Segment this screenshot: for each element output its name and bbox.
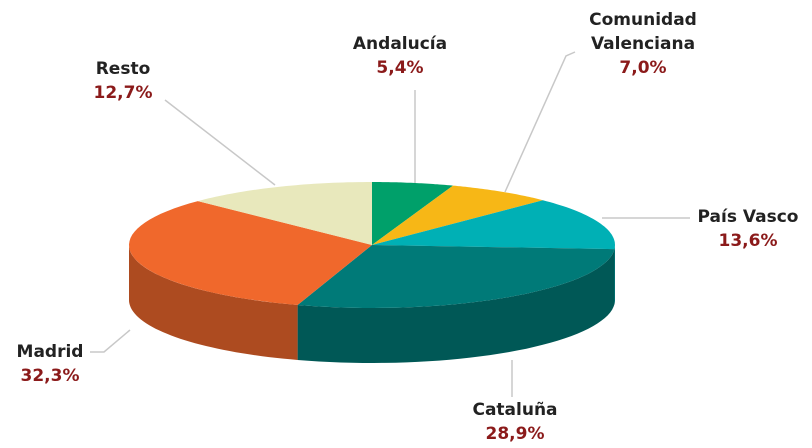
slice-label: Andalucía 5,4% <box>320 32 480 80</box>
category-name: Cataluña <box>472 400 558 420</box>
pie-sides <box>129 245 615 363</box>
slice-label: Resto 12,7% <box>63 57 183 105</box>
slice-label: Comunidad Valenciana 7,0% <box>573 8 713 80</box>
category-name: Madrid <box>16 342 84 362</box>
value-label: 7,0% <box>619 58 667 78</box>
pie-slice <box>372 200 615 250</box>
pie-slice-side <box>129 245 298 360</box>
leader-line <box>164 99 276 186</box>
category-name: Comunidad Valenciana <box>589 10 697 54</box>
leader-line <box>90 329 131 353</box>
slice-label: Madrid 32,3% <box>0 340 110 388</box>
leader-line <box>504 51 576 193</box>
pie-slice-side <box>614 245 615 305</box>
pie-slice-side <box>297 249 615 363</box>
value-label: 5,4% <box>376 58 424 78</box>
category-name: Resto <box>95 59 151 79</box>
pie-tops <box>129 182 615 308</box>
category-name: País Vasco <box>697 207 799 227</box>
value-label: 28,9% <box>485 424 545 444</box>
leader-lines <box>90 51 690 397</box>
category-name: Andalucía <box>352 34 448 54</box>
slice-label: Cataluña 28,9% <box>435 398 595 446</box>
pie-slice <box>297 245 615 308</box>
value-label: 12,7% <box>93 83 153 103</box>
value-label: 13,6% <box>718 231 778 251</box>
pie-slice <box>372 182 453 245</box>
value-label: 32,3% <box>20 366 80 386</box>
pie-slice <box>129 201 372 305</box>
pie-slice <box>372 185 543 245</box>
pie-slice <box>197 182 372 245</box>
slice-label: País Vasco 13,6% <box>668 205 812 253</box>
